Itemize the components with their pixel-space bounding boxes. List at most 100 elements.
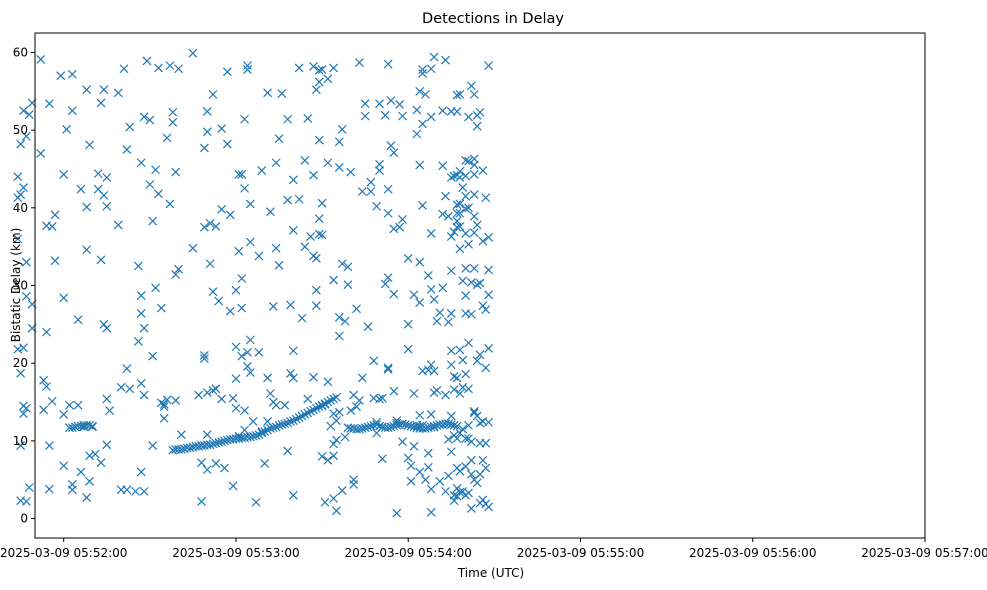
- data-point: [288, 346, 298, 356]
- data-point: [102, 394, 112, 404]
- data-point: [446, 420, 456, 429]
- data-point: [243, 65, 252, 74]
- data-point: [202, 388, 212, 398]
- data-point: [211, 384, 221, 394]
- data-point: [464, 338, 473, 348]
- data-point: [469, 190, 479, 200]
- data-point: [21, 403, 31, 413]
- data-point: [228, 481, 238, 491]
- data-point: [360, 99, 370, 109]
- data-point: [42, 382, 51, 391]
- data-point: [446, 309, 456, 318]
- data-point: [234, 169, 244, 179]
- data-point: [332, 416, 341, 426]
- data-point: [403, 319, 413, 329]
- data-point: [263, 88, 272, 98]
- data-point: [366, 421, 376, 431]
- data-point: [472, 280, 482, 290]
- data-point: [469, 263, 479, 273]
- data-point: [406, 421, 416, 431]
- data-point: [386, 141, 396, 151]
- data-point: [323, 455, 333, 465]
- data-point: [383, 59, 393, 69]
- data-point: [300, 410, 310, 419]
- data-point: [136, 378, 146, 388]
- data-point: [363, 422, 373, 432]
- data-point: [409, 422, 419, 432]
- data-point: [288, 175, 298, 185]
- data-point: [288, 490, 298, 500]
- data-point: [472, 220, 482, 230]
- data-point: [461, 171, 471, 181]
- data-point: [314, 229, 324, 239]
- data-point: [481, 305, 491, 315]
- data-point: [458, 486, 468, 496]
- data-point: [403, 420, 413, 430]
- data-point: [415, 86, 425, 96]
- data-point: [122, 145, 132, 154]
- data-point: [139, 323, 149, 333]
- data-point: [286, 300, 295, 310]
- data-point: [85, 140, 94, 150]
- data-point: [435, 476, 445, 486]
- y-tick-label: 20: [13, 356, 28, 370]
- data-point: [87, 421, 97, 431]
- data-point: [19, 409, 28, 419]
- data-point: [363, 322, 373, 332]
- data-point: [438, 106, 448, 116]
- data-point: [441, 390, 450, 400]
- data-point: [421, 475, 430, 485]
- data-point: [334, 407, 344, 417]
- data-point: [449, 385, 459, 395]
- data-point: [475, 107, 485, 117]
- data-point: [426, 360, 436, 370]
- data-point: [309, 372, 318, 382]
- data-point: [332, 435, 341, 445]
- data-point: [346, 406, 356, 416]
- data-point: [426, 229, 436, 238]
- data-point: [90, 449, 100, 459]
- data-point: [461, 191, 471, 201]
- data-point: [297, 313, 307, 323]
- data-point: [418, 65, 428, 74]
- data-point: [306, 406, 316, 416]
- data-point: [194, 390, 204, 400]
- data-point: [409, 441, 419, 451]
- data-point: [162, 395, 172, 405]
- data-point: [329, 394, 339, 404]
- data-point: [56, 71, 66, 81]
- data-point: [96, 98, 106, 108]
- data-point: [243, 347, 252, 357]
- data-point: [372, 420, 382, 429]
- data-point: [375, 99, 384, 109]
- data-point: [197, 497, 206, 506]
- data-point: [421, 424, 430, 433]
- data-point: [199, 354, 209, 363]
- data-point: [311, 285, 321, 295]
- data-point: [461, 434, 471, 443]
- data-point: [220, 436, 229, 446]
- data-point: [136, 291, 146, 301]
- data-point: [461, 155, 471, 165]
- data-point: [421, 89, 430, 99]
- data-point: [441, 55, 450, 65]
- data-point: [329, 439, 339, 449]
- data-point: [406, 476, 416, 486]
- data-point: [383, 423, 393, 433]
- data-point: [389, 289, 399, 299]
- data-point: [415, 298, 425, 308]
- data-point: [386, 96, 396, 106]
- data-point: [426, 64, 436, 74]
- data-point: [67, 69, 77, 79]
- data-point: [329, 409, 339, 419]
- data-point: [162, 133, 172, 143]
- data-point: [398, 215, 407, 224]
- data-point: [443, 317, 453, 327]
- data-point: [332, 506, 341, 516]
- data-point: [59, 461, 69, 471]
- data-point: [329, 451, 339, 461]
- x-tick-label: 2025-03-09 05:52:00: [0, 546, 127, 560]
- data-point: [311, 403, 321, 413]
- data-point: [464, 420, 473, 430]
- data-point: [50, 210, 60, 220]
